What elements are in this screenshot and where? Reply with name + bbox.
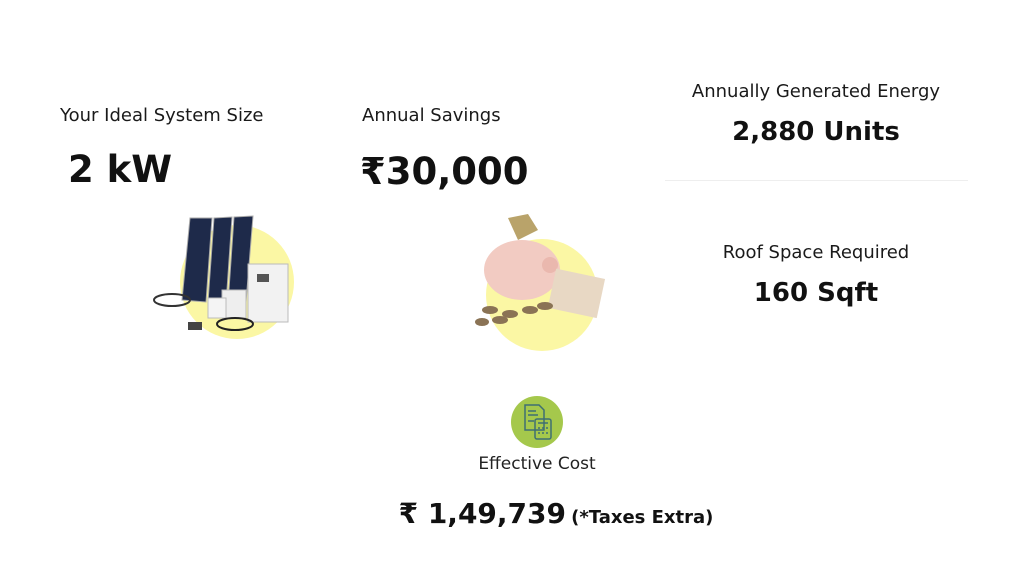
divider [665, 180, 968, 181]
system-size-value: 2 kW [68, 148, 173, 191]
savings-value: ₹30,000 [360, 150, 529, 193]
cost-line: ₹ 1,49,739 (*Taxes Extra) [399, 497, 714, 530]
roof-value: 160 Sqft [753, 278, 879, 308]
solar-kit-image [153, 215, 294, 339]
roof-label: Roof Space Required [722, 242, 910, 263]
energy-value: 2,880 Units [732, 117, 900, 147]
cost-label: Effective Cost [478, 454, 596, 474]
energy-label: Annually Generated Energy [691, 81, 941, 102]
piggy-bank-image [475, 214, 606, 351]
cost-value: ₹ 1,49,739 [398, 497, 566, 530]
savings-label: Annual Savings [362, 105, 501, 126]
invoice-calculator-icon [511, 396, 563, 448]
system-size-label: Your Ideal System Size [60, 105, 264, 126]
cost-note: (*Taxes Extra) [571, 507, 714, 528]
